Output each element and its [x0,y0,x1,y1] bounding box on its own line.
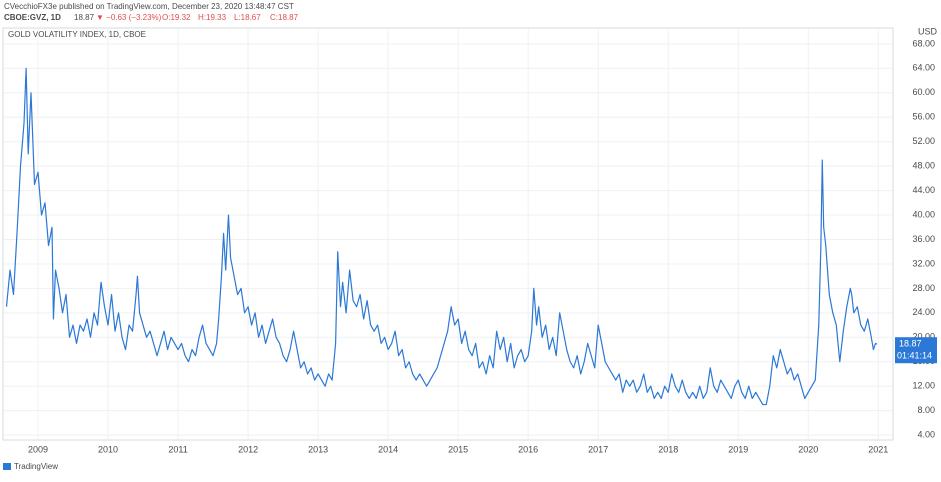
x-tick-label: 2018 [658,444,678,454]
y-tick-label: 56.00 [912,112,935,122]
x-tick-label: 2011 [168,444,187,454]
y-tick-label: 12.00 [912,381,935,391]
y-tick-label: 36.00 [912,234,935,244]
y-tick-label: 20.00 [912,332,935,342]
x-tick-label: 2021 [868,444,888,454]
low: L:18.67 [234,13,261,22]
last-price-label: 18.87 [899,339,922,349]
y-tick-label: 44.00 [912,185,935,195]
price-line [5,67,878,406]
chart-title: GOLD VOLATILITY INDEX, 1D, CBOE [8,30,146,39]
publisher: CVecchioFX3e published on TradingView.co… [4,2,294,11]
x-tick-label: 2019 [728,444,748,454]
x-tick-label: 2014 [378,444,398,454]
x-tick-label: 2013 [308,444,328,454]
y-tick-label: 28.00 [912,283,935,293]
change: ▼ −0.63 (−3.23%) [96,13,162,22]
y-tick-label: 32.00 [912,258,935,268]
x-tick-label: 2020 [798,444,818,454]
last-price-box [895,337,937,364]
x-tick-label: 2017 [588,444,608,454]
currency: USD [918,26,938,36]
x-tick-label: 2009 [28,444,48,454]
close: C:18.87 [270,13,299,22]
x-tick-label: 2012 [238,444,258,454]
high: H:19.33 [198,13,227,22]
x-tick-label: 2010 [98,444,118,454]
y-tick-label: 24.00 [912,307,935,317]
y-tick-label: 4.00 [917,429,935,439]
y-tick-label: 60.00 [912,87,935,97]
y-tick-label: 48.00 [912,161,935,171]
open: O:19.32 [162,13,191,22]
x-tick-label: 2015 [448,444,468,454]
y-tick-label: 40.00 [912,209,935,219]
brand: TradingView [14,462,58,471]
y-tick-label: 64.00 [912,63,935,73]
plot-frame [2,27,894,441]
brand-logo [3,463,11,470]
symbol: CBOE:GVZ, 1D [4,13,61,22]
y-tick-label: 68.00 [912,38,935,48]
y-tick-label: 8.00 [917,405,935,415]
last: 18.87 [74,13,95,22]
countdown: 01:41:14 [897,351,932,361]
x-tick-label: 2016 [518,444,538,454]
y-tick-label: 52.00 [912,136,935,146]
